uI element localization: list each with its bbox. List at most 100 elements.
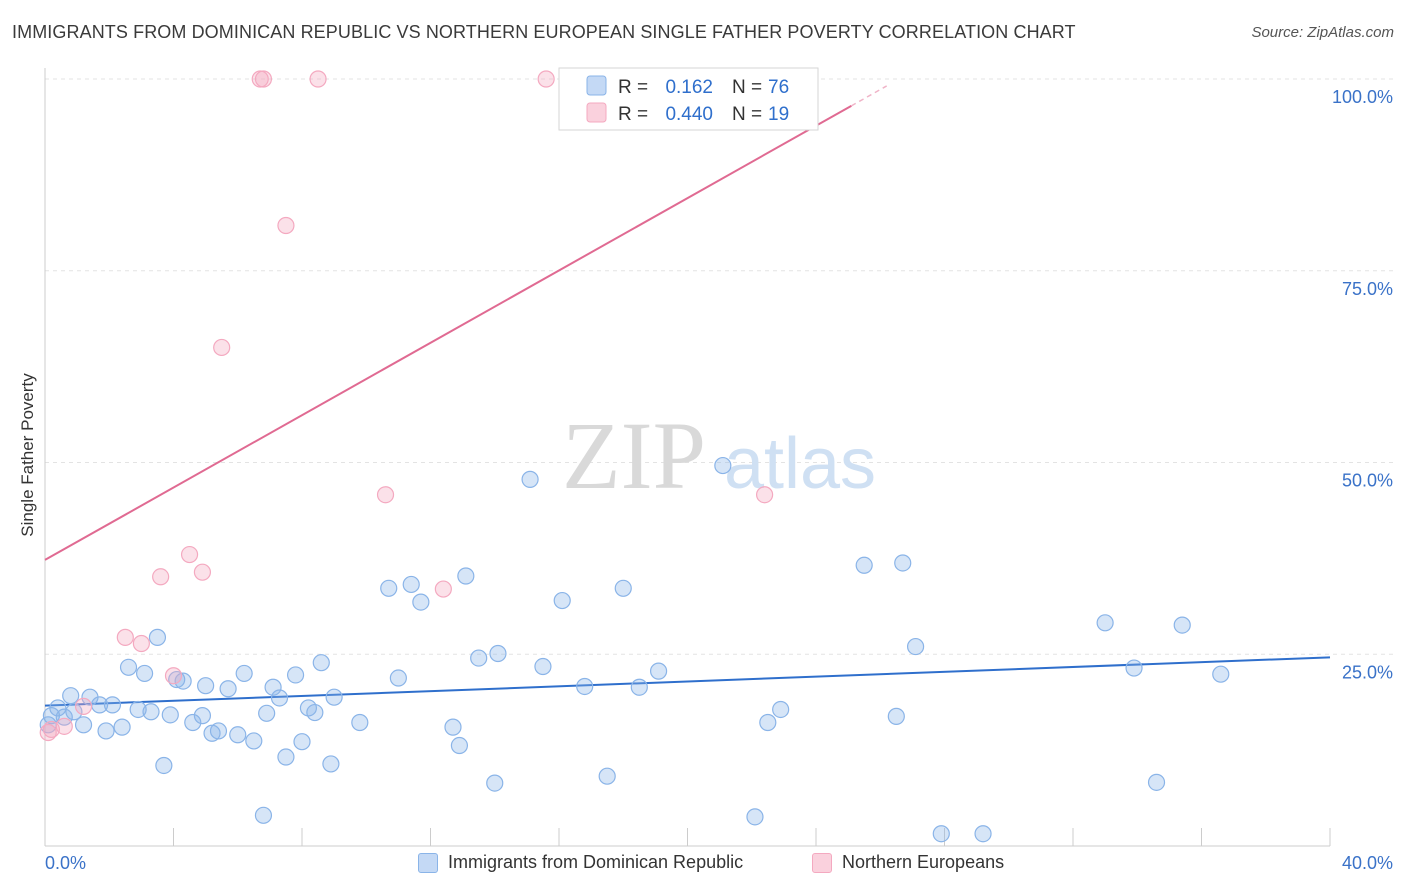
point-dominican-72 xyxy=(1125,659,1143,677)
point-dominican-53 xyxy=(521,470,539,488)
point-northern-european-4 xyxy=(132,634,150,653)
point-northern-european-7 xyxy=(180,545,199,564)
point-northern-european-14 xyxy=(376,486,395,504)
point-dominican-21 xyxy=(184,713,202,732)
point-northern-european-17 xyxy=(755,486,774,504)
point-dominican-67 xyxy=(894,554,912,572)
point-dominican-6 xyxy=(74,716,93,734)
legend-n-value-1: 76 xyxy=(768,77,789,98)
legend-label-dominican: Immigrants from Dominican Republic xyxy=(448,852,744,872)
legend-r-value-1: 0.162 xyxy=(665,77,713,98)
legend-n-label-1: N = xyxy=(732,77,762,98)
x-tick-label-0: 0.0% xyxy=(45,853,86,873)
point-dominican-50 xyxy=(470,649,488,667)
point-northern-european-16 xyxy=(537,70,555,88)
point-dominican-4 xyxy=(62,687,80,705)
point-northern-european-0 xyxy=(42,720,61,739)
point-dominican-25 xyxy=(209,722,228,740)
y-tick-label-1: 75.0% xyxy=(1342,279,1393,299)
point-dominican-69 xyxy=(932,825,950,843)
legend-n-label-2: N = xyxy=(732,104,762,125)
legend-bottom: Immigrants from Dominican Republic North… xyxy=(0,852,1406,876)
point-northern-european-18 xyxy=(39,723,57,742)
point-dominican-30 xyxy=(254,806,273,824)
watermark-zip: ZIP xyxy=(562,402,706,509)
point-dominican-65 xyxy=(855,556,873,574)
chart-title: IMMIGRANTS FROM DOMINICAN REPUBLIC VS NO… xyxy=(12,22,1076,42)
point-northern-european-12 xyxy=(309,70,327,88)
point-dominican-31 xyxy=(258,704,276,722)
point-dominican-14 xyxy=(135,664,154,683)
point-dominican-54 xyxy=(534,657,552,676)
legend-top: R = 0.162 N = 76 R = 0.440 N = 19 xyxy=(558,67,819,131)
point-dominican-33 xyxy=(270,689,289,707)
point-dominican-58 xyxy=(614,579,632,597)
point-northern-european-8 xyxy=(193,563,212,581)
point-dominican-74 xyxy=(1173,616,1191,634)
point-dominican-70 xyxy=(974,825,992,843)
point-dominican-45 xyxy=(402,575,420,594)
point-dominican-5 xyxy=(65,703,83,721)
point-dominican-64 xyxy=(772,700,790,719)
point-dominican-75 xyxy=(1212,665,1230,683)
point-northern-european-3 xyxy=(116,628,134,646)
point-dominican-61 xyxy=(714,456,732,475)
point-dominican-27 xyxy=(229,726,247,744)
point-dominican-49 xyxy=(457,567,475,585)
point-dominican-38 xyxy=(306,703,324,722)
point-dominican-20 xyxy=(174,672,192,690)
trend-lines xyxy=(44,85,1331,707)
point-dominican-62 xyxy=(746,808,764,826)
point-dominican-2 xyxy=(49,699,67,717)
legend-label-northern-europeans: Northern Europeans xyxy=(842,852,1005,872)
point-northern-european-2 xyxy=(74,697,93,716)
point-dominican-47 xyxy=(444,718,462,736)
y-tick-label-3: 25.0% xyxy=(1342,662,1393,682)
point-dominican-32 xyxy=(264,678,282,696)
legend-swatch-pink xyxy=(586,102,607,123)
watermark-atlas: atlas xyxy=(724,424,876,504)
point-dominican-51 xyxy=(486,774,504,792)
point-northern-european-6 xyxy=(164,667,183,685)
point-dominican-63 xyxy=(759,713,777,732)
point-dominican-11 xyxy=(113,718,131,736)
grid-lines xyxy=(45,78,1395,655)
point-northern-european-13 xyxy=(277,216,295,235)
source-label: Source: ZipAtlas.com xyxy=(1251,24,1394,41)
point-dominican-18 xyxy=(161,706,179,724)
point-dominican-73 xyxy=(1147,773,1166,791)
point-northern-european-11 xyxy=(254,70,273,88)
axes xyxy=(44,68,1331,847)
point-dominican-3 xyxy=(55,708,73,726)
legend-n-value-2: 19 xyxy=(768,104,789,125)
legend-item-northern-europeans[interactable]: Northern Europeans xyxy=(812,852,1004,873)
point-northern-european-5 xyxy=(152,568,170,586)
point-dominican-66 xyxy=(887,707,905,725)
point-dominican-46 xyxy=(412,593,430,611)
point-dominican-34 xyxy=(277,748,295,766)
point-dominican-42 xyxy=(351,713,369,732)
legend-item-dominican[interactable]: Immigrants from Dominican Republic xyxy=(418,852,743,873)
tick-labels: 100.0% 75.0% 50.0% 25.0% 0.0% 40.0% xyxy=(45,87,1393,873)
point-dominican-44 xyxy=(380,579,398,597)
point-dominican-57 xyxy=(598,767,616,785)
data-points xyxy=(39,70,1230,843)
point-dominican-15 xyxy=(142,703,160,721)
legend-swatch-dominican xyxy=(418,852,438,873)
point-dominican-16 xyxy=(148,628,167,646)
point-dominican-40 xyxy=(322,755,340,773)
legend-r-value-2: 0.440 xyxy=(665,104,713,125)
point-dominican-22 xyxy=(193,707,212,725)
point-dominican-41 xyxy=(325,688,343,706)
point-northern-european-1 xyxy=(55,717,73,735)
trend-line-northern-europeans-extension xyxy=(850,85,888,107)
point-dominican-29 xyxy=(245,732,263,750)
point-dominican-71 xyxy=(1096,614,1114,632)
legend-swatch-northern-europeans xyxy=(812,852,832,873)
point-dominican-28 xyxy=(235,664,253,683)
point-dominican-52 xyxy=(489,644,507,663)
x-tick-label-1: 40.0% xyxy=(1342,853,1393,873)
point-northern-european-9 xyxy=(213,338,231,357)
point-dominican-13 xyxy=(129,700,147,719)
